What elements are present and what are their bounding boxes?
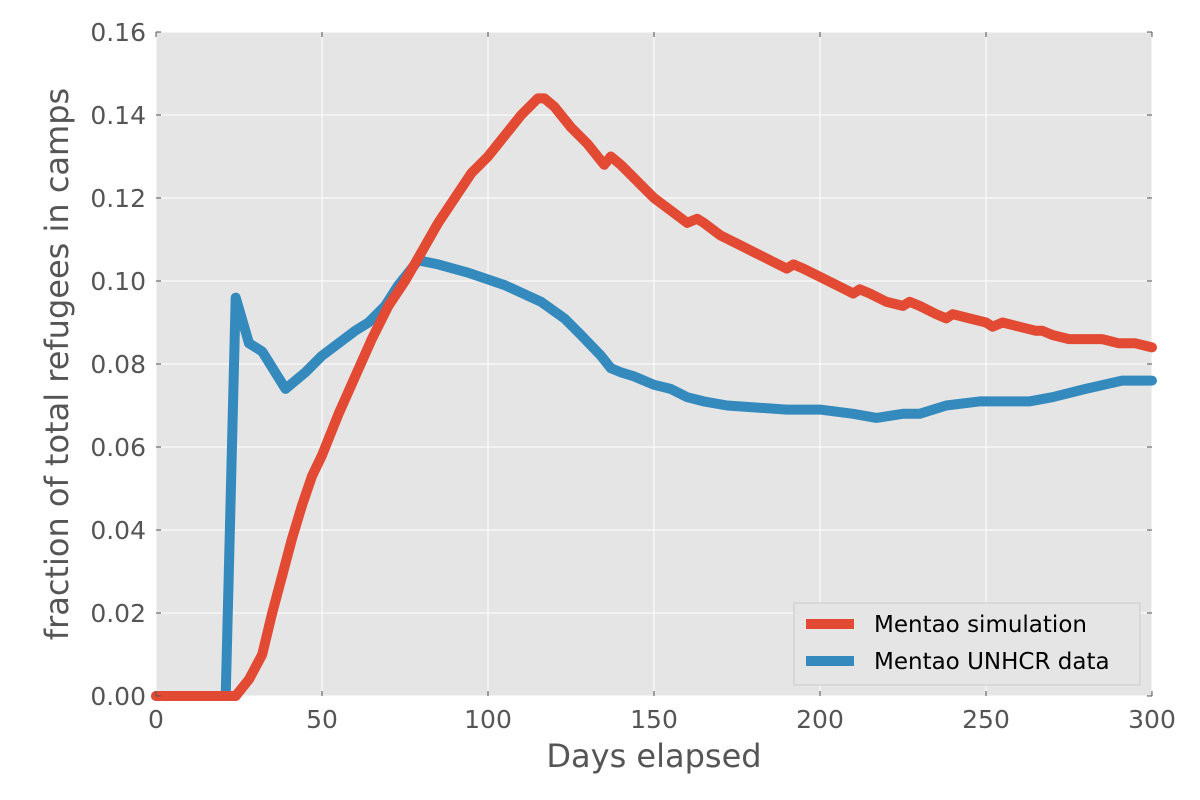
y-tick-label: 0.16	[90, 18, 146, 47]
x-tick-label: 150	[630, 705, 678, 734]
series-line-mentao-unhcr-data	[151, 255, 1157, 701]
y-tick-label: 0.04	[90, 516, 146, 545]
legend-label: Mentao UNHCR data	[874, 649, 1110, 675]
x-tick-label: 50	[306, 705, 338, 734]
y-tick-label: 0.08	[90, 350, 146, 379]
x-tick-label: 0	[148, 705, 164, 734]
axis-ticks: 0 50 100 150 200 250 300 0.00 0.02 0.04 0.06 0.08 0.…	[90, 18, 1176, 734]
y-tick-label: 0.12	[90, 184, 146, 213]
series-layer	[151, 93, 1157, 701]
legend: Mentao simulation Mentao UNHCR data	[793, 602, 1141, 686]
x-tick-label: 300	[1128, 705, 1176, 734]
legend-box	[793, 602, 1141, 686]
series-line-mentao-simulation	[151, 93, 1157, 701]
x-tick-label: 200	[796, 705, 844, 734]
y-axis-title: fraction of total refugees in camps	[38, 88, 76, 640]
y-tick-label: 0.10	[90, 267, 146, 296]
x-tick-label: 100	[464, 705, 512, 734]
y-tick-label: 0.14	[90, 101, 146, 130]
y-tick-label: 0.02	[90, 599, 146, 628]
x-tick-label: 250	[962, 705, 1010, 734]
x-axis-title: Days elapsed	[546, 737, 761, 775]
y-tick-label: 0.00	[90, 682, 146, 711]
y-tick-label: 0.06	[90, 433, 146, 462]
legend-label: Mentao simulation	[874, 612, 1087, 638]
